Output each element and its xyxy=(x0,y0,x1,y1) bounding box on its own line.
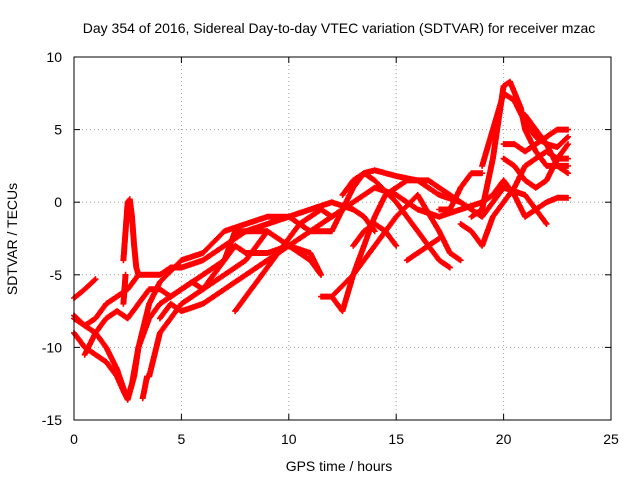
plus-markers xyxy=(139,373,151,402)
x-ticks: 0 5 10 15 20 25 xyxy=(70,57,619,447)
x-tick-label: 5 xyxy=(178,431,186,447)
series-track-8 xyxy=(139,373,151,402)
chart-title: Day 354 of 2016, Sidereal Day-to-day VTE… xyxy=(83,20,596,36)
x-tick-label: 10 xyxy=(281,431,297,447)
plus-markers xyxy=(232,206,335,315)
x-tick-label: 25 xyxy=(603,431,619,447)
y-axis-label: SDTVAR / TECUs xyxy=(4,183,20,295)
plus-markers xyxy=(120,196,142,278)
y-ticks: -15 -10 -5 0 5 10 xyxy=(42,49,611,428)
data-marks xyxy=(71,78,572,403)
y-tick-label: 5 xyxy=(54,122,62,138)
series-track-1 xyxy=(71,276,99,301)
x-tick-label: 15 xyxy=(388,431,404,447)
y-tick-label: -10 xyxy=(42,339,62,355)
series-track-11 xyxy=(232,206,335,315)
series-track-20 xyxy=(479,90,572,169)
y-tick-label: 10 xyxy=(46,49,62,65)
plus-markers xyxy=(120,271,129,307)
plus-markers xyxy=(318,191,464,300)
series-track-10 xyxy=(146,242,325,380)
y-tick-label: -15 xyxy=(42,412,62,428)
plus-markers xyxy=(522,112,572,177)
y-tick-label: 0 xyxy=(54,194,62,210)
series-track-15 xyxy=(350,221,400,249)
y-tick-label: -5 xyxy=(50,267,63,283)
plus-markers xyxy=(146,242,325,380)
series-track-6 xyxy=(120,196,142,278)
plus-markers xyxy=(71,276,99,301)
plus-markers xyxy=(500,126,572,155)
series-track-7 xyxy=(120,271,129,307)
plus-markers xyxy=(403,235,443,264)
plus-markers xyxy=(436,170,486,213)
plot-frame xyxy=(73,56,612,421)
series-track-14 xyxy=(339,170,453,271)
x-axis-label: GPS time / hours xyxy=(286,458,393,474)
x-tick-label: 0 xyxy=(70,431,78,447)
series-track-22 xyxy=(500,126,572,155)
series-track-13 xyxy=(318,191,464,300)
grid xyxy=(74,57,611,420)
series-track-23 xyxy=(522,112,572,177)
plus-markers xyxy=(350,221,400,249)
plus-markers xyxy=(479,90,572,169)
plus-markers xyxy=(339,170,453,271)
series-track-16 xyxy=(403,235,443,264)
x-tick-label: 20 xyxy=(496,431,512,447)
series-track-17 xyxy=(436,170,486,213)
